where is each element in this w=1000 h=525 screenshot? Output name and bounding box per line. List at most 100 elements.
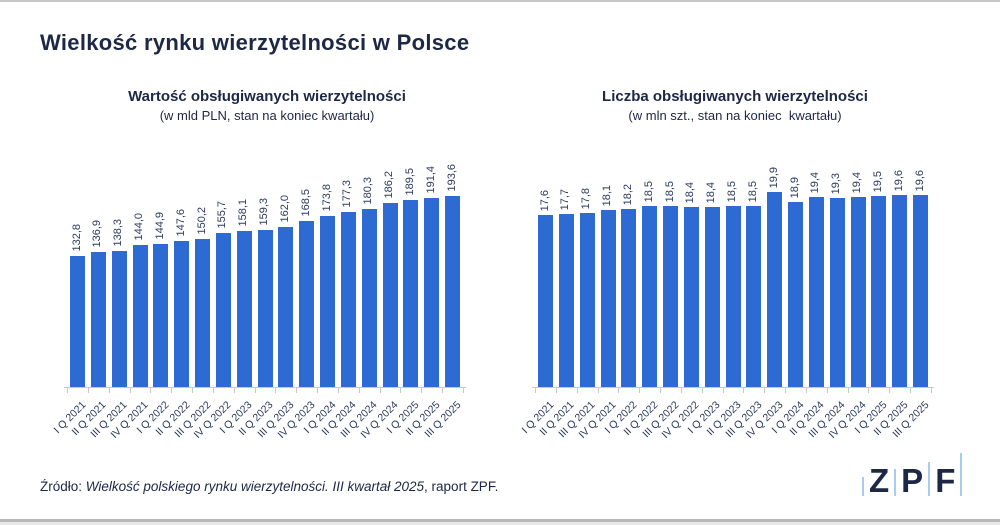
bar-value-label: 18,2 [621,183,634,205]
bar [340,212,356,387]
bar-value-label: 186,2 [383,171,395,199]
bar [320,216,335,387]
axis-tick [129,388,131,393]
axis-tick [442,388,444,393]
bar [153,244,169,387]
axis-tick [555,388,557,393]
chart-number-of-debts: Liczba obsługiwanych wierzytelności (w m… [519,88,934,441]
bar-value-label: 177,3 [341,180,354,208]
axis-tick [296,388,298,393]
bar [445,196,460,387]
bar-value-label: 136,9 [91,220,104,248]
chart-header: Liczba obsługiwanych wierzytelności (w m… [536,88,934,123]
bar-value-label: 18,5 [726,180,738,202]
bar-plot: 17,6 17,7 17,8 18,1 18,2 18,5 18,5 18,4 18,4 18,5… [535,147,932,393]
chart-subtitle: (w mld PLN, stan na koniec kwartału) [159,108,375,123]
bar-value-label: 18,4 [684,181,697,203]
logo-accent-bar [928,462,931,496]
axis-tick [462,388,464,393]
bar [871,196,887,387]
bar [788,202,803,387]
bar-value-label: 150,2 [195,207,208,235]
bar [215,233,231,387]
bar [579,213,595,387]
bar-plot: 132,8 136,9 138,3 144,0 144,9 147,6 150,2 155,7… [67,147,464,393]
axis-tick [337,388,339,393]
source-report-title: Wielkość polskiego rynku wierzytelności.… [85,479,425,494]
axis-tick [275,388,277,393]
bar [829,198,845,387]
axis-tick [660,388,662,393]
zpf-logo: Z P F [862,447,963,499]
axis-tick [805,388,807,393]
bar-value-label: 18,5 [642,180,655,202]
bar-value-label: 17,7 [559,188,572,210]
x-axis-labels: I Q 2021 II Q 2021 III Q 2021 IV Q 2021 I Q … [519,392,931,454]
axis-tick [535,388,537,393]
bottom-border-line-light [0,522,1000,525]
axis-tick [743,388,745,393]
axis-tick [192,388,194,393]
bar [808,197,824,387]
bar-value-label: 19,5 [871,170,884,192]
bar-value-label: 189,5 [403,168,416,196]
bar [278,227,294,387]
axis-tick [639,388,641,393]
bar [424,198,440,387]
logo-letter-z: Z [869,462,890,499]
bar [642,206,658,387]
chart-title: Liczba obsługiwanych wierzytelności [602,88,868,105]
bar-value-label: 138,3 [112,219,125,247]
axis-tick [171,388,173,393]
logo-letter-p: P [901,462,924,499]
bar-value-label: 159,3 [258,198,270,226]
bar-value-label: 18,9 [788,176,801,198]
bar [195,239,210,387]
bar [257,230,273,387]
bar-value-label: 19,4 [851,171,863,193]
bar-value-label: 155,7 [216,201,229,229]
bar [174,241,190,387]
bar-value-label: 19,3 [830,172,843,194]
bar [746,206,762,387]
bar [704,207,720,387]
bar [600,210,616,387]
bar-value-label: 193,6 [445,164,458,192]
bar [361,209,377,387]
bar-value-label: 162,0 [278,195,291,223]
axis-tick [847,388,849,393]
axis-tick [87,388,89,393]
chart-header: Wartość obsługiwanych wierzytelności (w … [68,88,466,123]
bar [111,251,127,387]
x-axis-line [532,387,934,388]
bar-value-label: 158,1 [237,199,250,227]
bar-value-label: 18,5 [746,180,759,202]
axis-tick [421,388,423,393]
bar [90,252,106,387]
bar [558,214,574,387]
axis-tick [785,388,787,393]
bar-value-label: 19,4 [809,171,822,193]
bar-value-label: 132,8 [70,224,83,252]
bar-value-label: 173,8 [320,184,333,212]
bar [132,245,148,387]
bar [663,206,678,387]
chart-title: Wartość obsługiwanych wierzytelności [128,88,406,105]
bar [767,192,783,387]
bar [236,231,252,387]
axis-tick [889,388,891,393]
bar-value-label: 19,6 [913,169,926,191]
axis-tick [764,388,766,393]
top-border-line [0,0,1000,2]
bar [538,215,553,387]
source-note: Źródło: Wielkość polskiego rynku wierzyt… [40,479,498,494]
source-prefix: Źródło: [40,479,86,494]
logo-accent-bar [862,477,864,496]
axis-tick [701,388,703,393]
axis-tick [576,388,578,393]
bar [913,195,928,387]
bar-value-label: 144,0 [133,213,145,241]
bar-value-label: 168,5 [299,189,312,217]
bar-value-label: 19,9 [767,166,780,188]
bar-value-label: 18,4 [705,181,718,203]
